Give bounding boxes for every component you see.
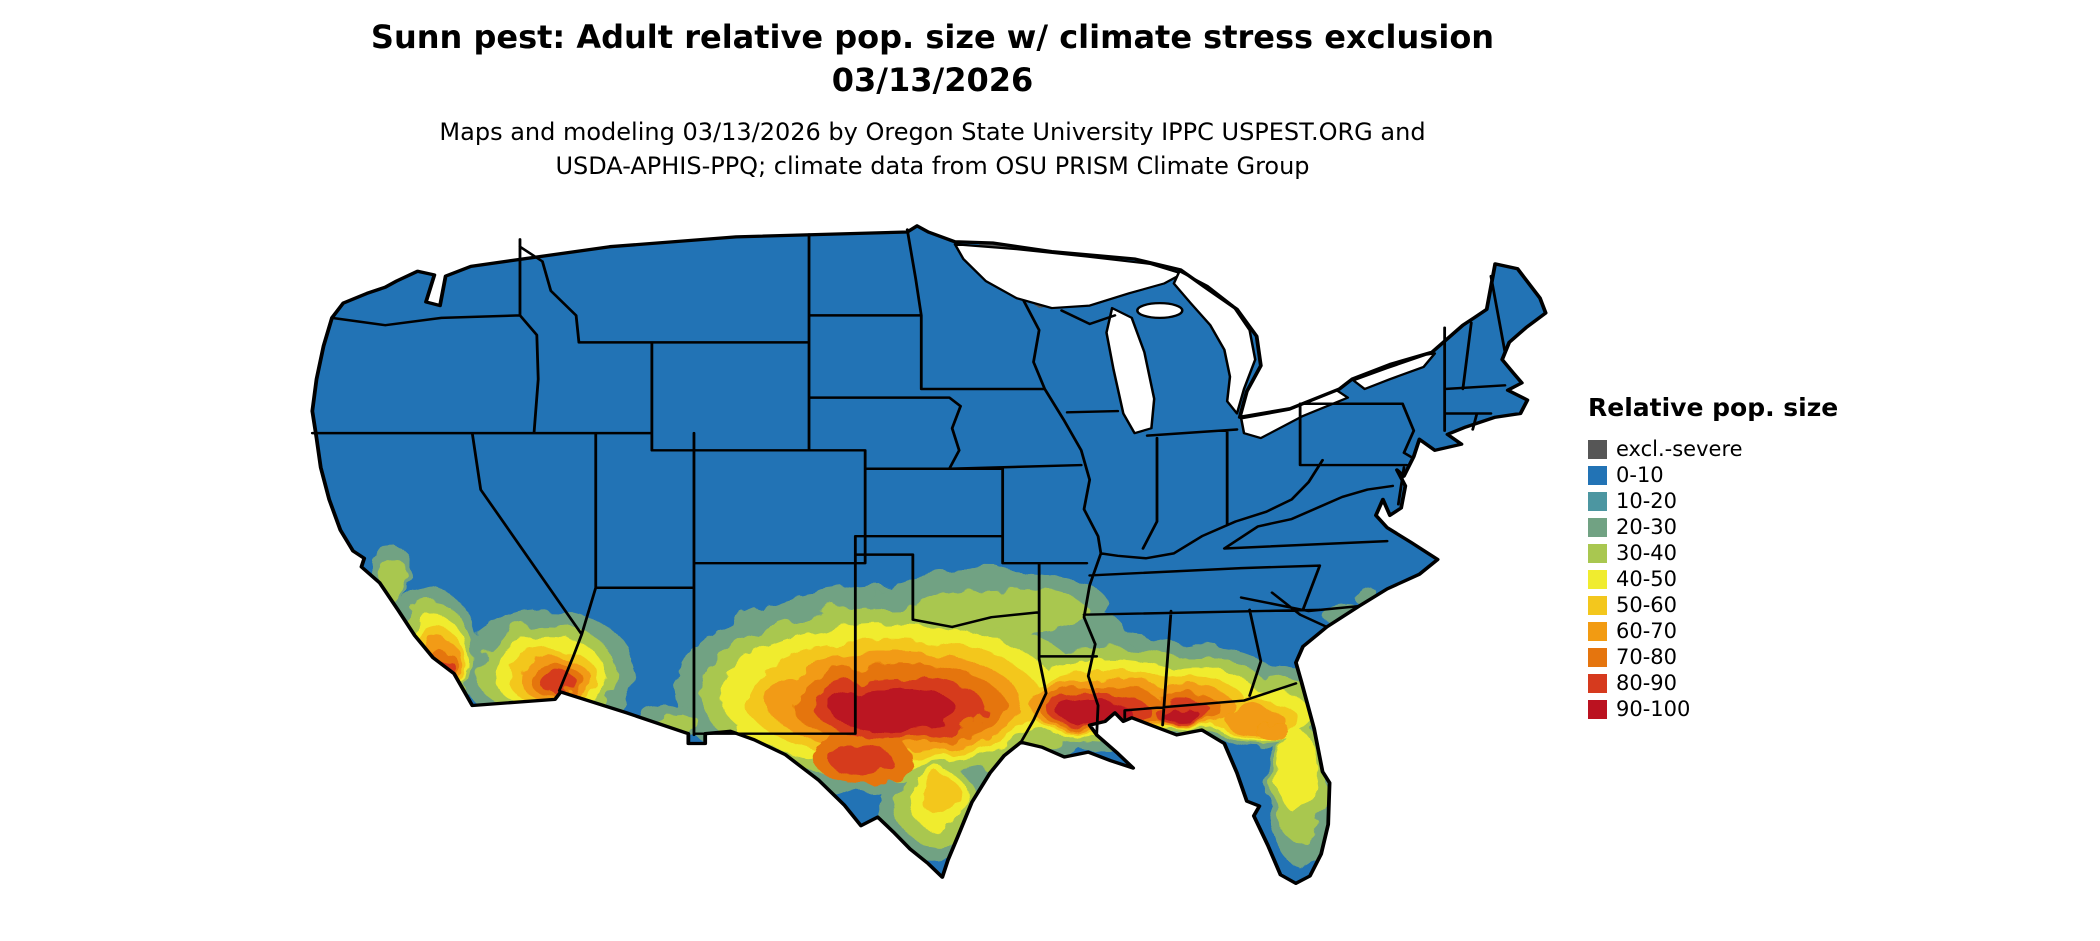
subtitle-line1: Maps and modeling 03/13/2026 by Oregon S… bbox=[439, 118, 1426, 146]
us-map bbox=[259, 205, 1606, 941]
legend-item: 40-50 bbox=[1588, 566, 1838, 592]
legend-swatch bbox=[1588, 673, 1607, 693]
legend-item: 20-30 bbox=[1588, 514, 1838, 540]
legend-label: 0-10 bbox=[1616, 463, 1664, 487]
subtitle: Maps and modeling 03/13/2026 by Oregon S… bbox=[259, 115, 1606, 183]
legend-label: 60-70 bbox=[1616, 619, 1678, 643]
legend-item: 30-40 bbox=[1588, 540, 1838, 566]
lake-michigan bbox=[1105, 306, 1156, 435]
legend-label: 10-20 bbox=[1616, 489, 1678, 513]
legend-swatch bbox=[1588, 543, 1607, 563]
legend-label: 20-30 bbox=[1616, 515, 1678, 539]
subtitle-line2: USDA-APHIS-PPQ; climate data from OSU PR… bbox=[555, 152, 1310, 180]
title-block: Sunn pest: Adult relative pop. size w/ c… bbox=[259, 16, 1606, 183]
legend: Relative pop. size excl.-severe 0-10 10-20… bbox=[1588, 393, 1838, 722]
legend-item: 80-90 bbox=[1588, 670, 1838, 696]
legend-item: 0-10 bbox=[1588, 462, 1838, 488]
legend-swatch bbox=[1588, 465, 1607, 485]
legend-swatch bbox=[1588, 595, 1607, 615]
legend-item: 90-100 bbox=[1588, 696, 1838, 722]
legend-swatch bbox=[1588, 699, 1607, 719]
legend-item: excl.-severe bbox=[1588, 436, 1838, 462]
legend-swatch bbox=[1588, 439, 1607, 459]
lake-ontario bbox=[1352, 352, 1437, 391]
legend-item: 60-70 bbox=[1588, 618, 1838, 644]
legend-label: 30-40 bbox=[1616, 541, 1678, 565]
state-borders bbox=[310, 228, 1507, 744]
legend-title: Relative pop. size bbox=[1588, 393, 1839, 422]
legend-label: 40-50 bbox=[1616, 567, 1678, 591]
legend-label: 90-100 bbox=[1616, 697, 1691, 721]
legend-items: excl.-severe 0-10 10-20 20-30 30-40 40-50 50-6… bbox=[1588, 436, 1838, 722]
page-title-date: 03/13/2026 bbox=[831, 61, 1034, 99]
legend-item: 70-80 bbox=[1588, 644, 1838, 670]
legend-item: 50-60 bbox=[1588, 592, 1838, 618]
legend-swatch bbox=[1588, 647, 1607, 667]
page-title: Sunn pest: Adult relative pop. size w/ c… bbox=[370, 18, 1495, 56]
legend-swatch bbox=[1588, 569, 1607, 589]
legend-item: 10-20 bbox=[1588, 488, 1838, 514]
straits-of-mackinac bbox=[1136, 302, 1184, 319]
lake-superior bbox=[953, 243, 1184, 310]
legend-label: 50-60 bbox=[1616, 593, 1678, 617]
legend-label: 70-80 bbox=[1616, 645, 1678, 669]
legend-swatch bbox=[1588, 517, 1607, 537]
legend-label: excl.-severe bbox=[1616, 437, 1743, 461]
legend-swatch bbox=[1588, 491, 1607, 511]
great-lakes bbox=[953, 243, 1437, 440]
legend-swatch bbox=[1588, 621, 1607, 641]
us-map-svg bbox=[310, 223, 1548, 886]
legend-label: 80-90 bbox=[1616, 671, 1678, 695]
